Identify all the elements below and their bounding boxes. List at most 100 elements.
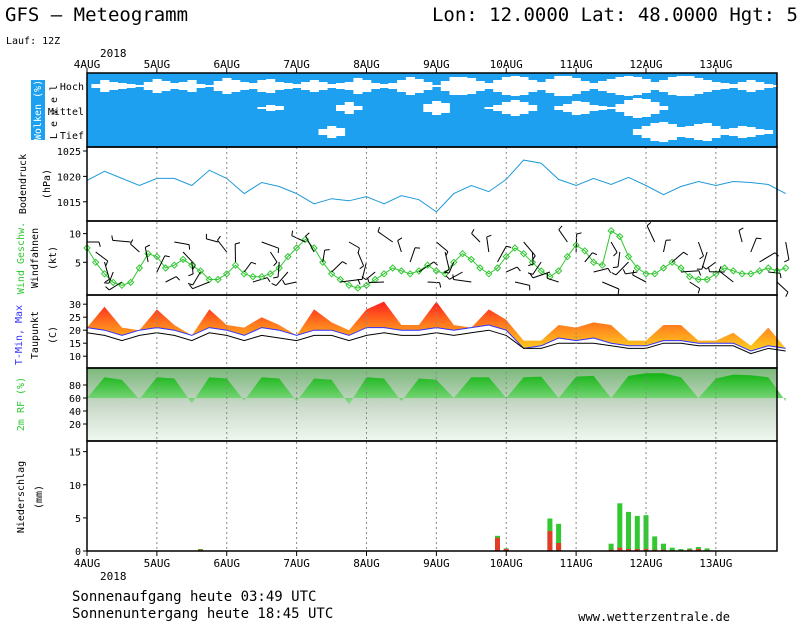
wind-barb [750,237,757,253]
cloud-panel [87,73,782,147]
wind-barb-flag [359,265,364,270]
wind-barb [436,241,449,252]
wind-barb [697,241,704,257]
cloud-high-block [624,76,634,96]
wind-barb-flag [217,235,221,241]
wind-barb-flag [607,268,612,273]
wind-barb [738,230,743,243]
precip-convective-bar [634,549,640,551]
wind-barb [646,225,656,243]
precip-total-bar [704,548,710,551]
cloud-high-block [641,79,651,93]
wind-speed-point [214,275,222,284]
temperature-ytick-label: 25 [69,313,81,324]
wind-barb [192,281,210,290]
year-label-top: 2018 [100,47,127,60]
precip-total-bar [608,543,614,551]
wind-speed-point [607,226,615,235]
cloud-high-block [449,77,459,95]
cloud-high-block [536,82,546,90]
cloud-high-block [685,76,695,96]
wind-barb [505,266,518,273]
wind-barb-flag [439,282,442,288]
cloud-high-block [239,82,249,90]
wind-barb [284,281,297,285]
day-label-bottom: 12AUG [629,557,662,570]
run-label: Lauf: 12Z [6,36,60,47]
day-label-bottom: 13AUG [699,557,732,570]
wind-barb [444,251,450,270]
wind-barb [523,241,536,257]
sunrise-text: Sonnenaufgang heute 03:49 UTC [72,589,316,605]
cloud-high-block [353,78,363,94]
wind-barb-flag [271,282,277,287]
wind-barb-flag [622,269,626,275]
wind-barb-flag [444,269,450,273]
cloud-high-block [737,82,747,90]
wind-speed-point [633,264,642,272]
precipitation-ytick-label: 10 [69,481,81,492]
precipitation-ytick-label: 5 [75,514,81,525]
wind-speed-point [153,252,161,261]
cloud-high-block [336,83,346,89]
pressure-ytick-label: 1025 [57,147,81,158]
wind-speed-point [694,275,703,284]
wind-barb [532,271,551,279]
wind-barb [632,274,647,283]
cloud-high-block [274,82,284,90]
wind-barb [348,241,360,249]
wind-speed-point [502,252,510,261]
wind-barb-flag [266,277,271,283]
day-label-top: 7AUG [283,58,310,71]
temperature-ytick-label: 10 [69,352,81,363]
wind-speed-point [188,261,196,269]
day-label-bottom: 11AUG [560,557,593,570]
day-label-top: 10AUG [490,58,523,71]
wind-speed-point [677,264,685,272]
precipitation-ylabel-unit: (mm) [34,485,45,509]
wind-barb [514,281,530,286]
cloud-high-block [580,81,590,91]
wind-speed-point [624,252,633,261]
cloud-high-block [458,77,468,95]
cloud-low-block [659,122,669,142]
wind-barb [269,251,278,263]
cloud-mid-block [624,100,634,116]
wind-barb [776,281,789,293]
wind-ytick-label: 5 [75,258,81,269]
cloud-high-block [702,80,712,92]
humidity-ytick-label: 40 [69,407,81,418]
precip-convective-bar [626,549,631,551]
wind-barb-flag [342,261,347,265]
cloud-high-block [143,82,153,90]
wind-speed-point [292,244,301,252]
wind-barb-flag [105,260,109,266]
day-label-bottom: 4AUG [74,557,101,570]
wind-barb [112,239,131,243]
cloud-high-block [475,81,485,91]
wind-barb-flag [443,271,450,274]
wind-barb [453,279,472,283]
cloud-high-block [493,80,503,92]
wind-barb [593,267,609,273]
cloud-high-block [318,82,328,90]
cloud-high-block [231,80,241,92]
wind-speed-point [642,270,650,278]
wind-barb [261,241,279,249]
cloud-high-block [764,84,774,88]
source-link[interactable]: www.wetterzentrale.de [578,610,730,624]
precip-convective-bar [556,543,562,551]
cloud-high-block [606,79,616,93]
cloud-mid-block [519,102,529,114]
wind-barb [448,261,455,274]
wind-barb-flag [433,261,438,266]
cloud-high-block [729,84,739,88]
cloud-mid-block [484,107,494,109]
wind-barb [206,238,219,243]
wind-ylabel2: Windfahnen [30,228,41,288]
wind-barb [252,277,268,283]
cloud-level-2: Tief [60,131,84,142]
cloud-mid-block [257,107,267,109]
wind-barb-flag [738,227,744,231]
